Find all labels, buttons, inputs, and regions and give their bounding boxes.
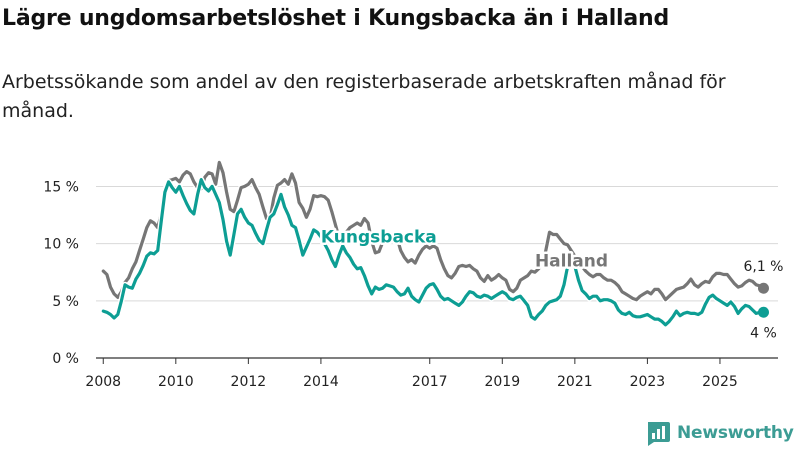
halland-end-label: 6,1 % <box>743 259 783 275</box>
y-tick-label: 10 % <box>43 237 79 253</box>
kungsbacka-line <box>101 178 766 327</box>
chart-title: Lägre ungdomsarbetslöshet i Kungsbacka ä… <box>2 6 670 31</box>
x-tick-label: 2014 <box>303 374 339 390</box>
x-tick-label: 2012 <box>231 374 267 390</box>
newsworthy-brand-text: Newsworthy <box>677 423 794 443</box>
x-tick-label: 2010 <box>158 374 194 390</box>
y-tick-label: 15 % <box>43 179 79 195</box>
newsworthy-brand: Newsworthy <box>645 419 794 447</box>
x-tick-label: 2023 <box>630 374 666 390</box>
x-tick-label: 2019 <box>484 374 520 390</box>
halland-line <box>101 160 766 302</box>
kungsbacka-line-halo <box>100 176 767 328</box>
x-tick-label: 2008 <box>85 374 121 390</box>
chart-subtitle: Arbetssökande som andel av den registerb… <box>2 71 726 122</box>
x-tick-label: 2025 <box>702 374 738 390</box>
x-tick-label: 2017 <box>412 374 448 390</box>
newsworthy-logo-icon <box>648 422 670 446</box>
y-tick-label: 0 % <box>52 351 79 367</box>
x-tick-label: 2021 <box>557 374 593 390</box>
kungsbacka-series-label: Kungsbacka <box>321 227 437 247</box>
kungsbacka-end-point <box>757 306 769 318</box>
kungsbacka-end-label: 4 % <box>750 325 777 341</box>
halland-end-point <box>757 282 769 294</box>
y-tick-label: 5 % <box>52 294 79 310</box>
halland-series-label: Halland <box>535 252 608 272</box>
